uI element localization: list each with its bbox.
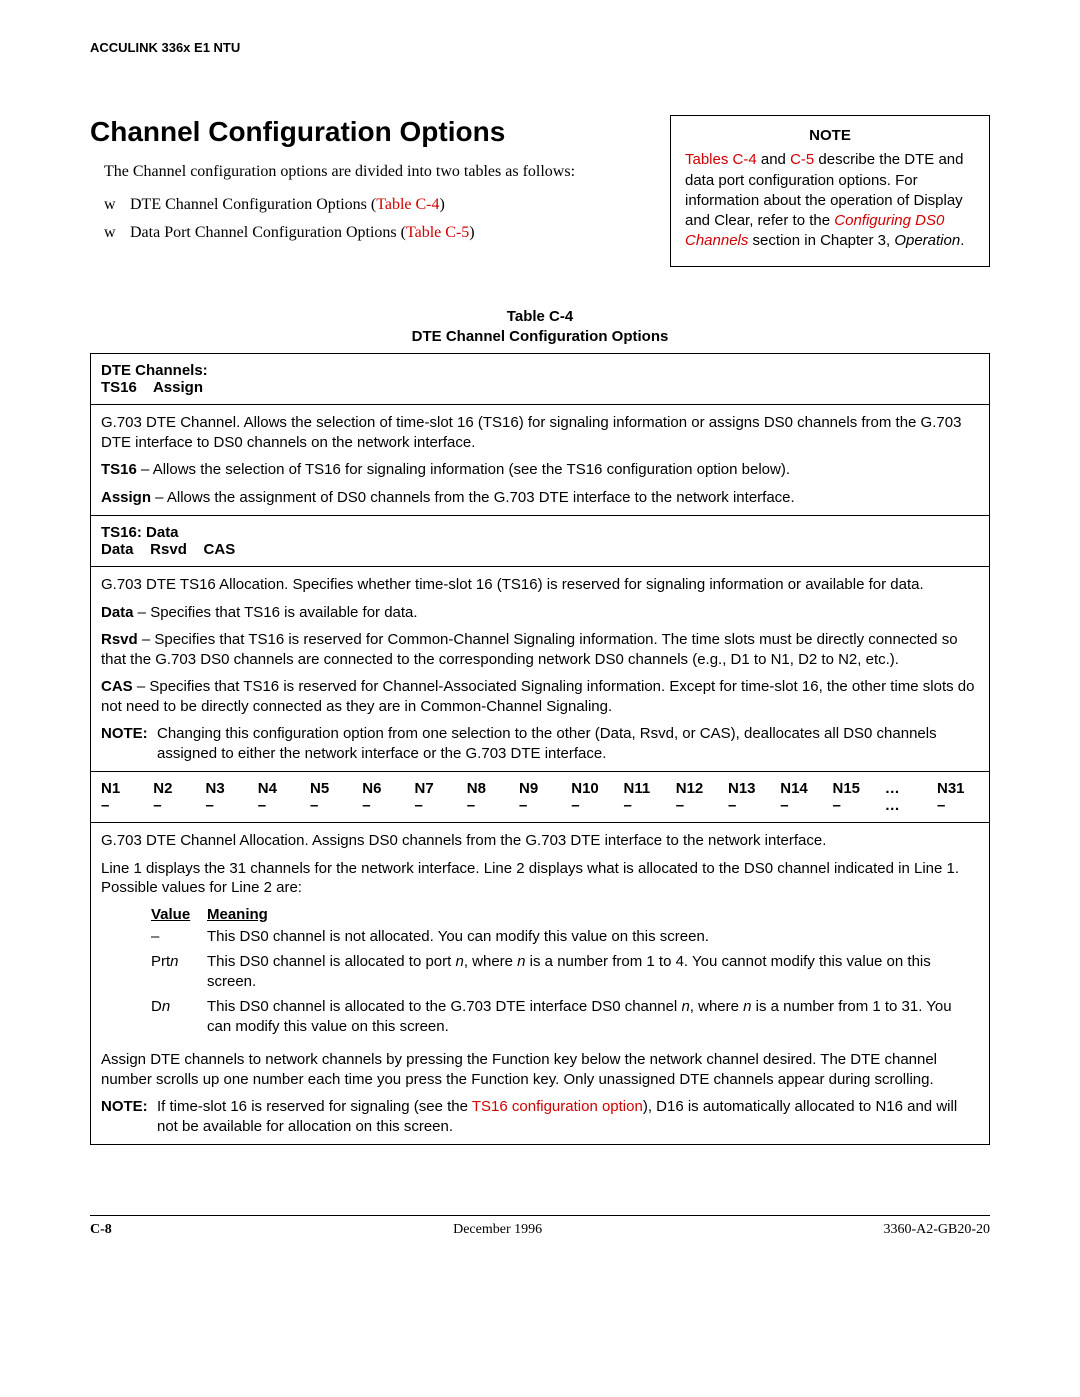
option-link[interactable]: TS16 configuration option [472, 1098, 643, 1115]
channel-label: N4 [258, 780, 300, 797]
channel-label: N6 [362, 780, 404, 797]
option-body: G.703 DTE Channel. Allows the selection … [91, 405, 989, 516]
bullet-list: w DTE Channel Configuration Options (Tab… [104, 196, 650, 242]
para: CAS – Specifies that TS16 is reserved fo… [101, 677, 979, 716]
option-header: DTE Channels: TS16 Assign [91, 354, 989, 405]
channel-dash: … [885, 797, 927, 814]
config-table: DTE Channels: TS16 Assign G.703 DTE Chan… [90, 353, 990, 1145]
channel-dash: – [571, 797, 613, 814]
note-text: section in Chapter 3, [748, 232, 894, 249]
channel-label: N14 [780, 780, 822, 797]
para: Assign – Allows the assignment of DS0 ch… [101, 488, 979, 508]
para: Assign DTE channels to network channels … [101, 1050, 979, 1089]
value-row: Prtn This DS0 channel is allocated to po… [151, 952, 979, 997]
option-header: TS16: Data Data Rsvd CAS [91, 516, 989, 567]
para: G.703 DTE TS16 Allocation. Specifies whe… [101, 575, 979, 595]
channel-dash: – [519, 797, 561, 814]
note-link[interactable]: Tables C-4 [685, 151, 757, 168]
channel-header-row: N1 N2 N3 N4 N5 N6 N7 N8 N9 N10 N11 N12 N13 N14 N15 … N31 [91, 772, 989, 797]
para: Rsvd – Specifies that TS16 is reserved f… [101, 630, 979, 669]
bullet-text: DTE Channel Configuration Options ( [130, 196, 376, 213]
bullet-item: w Data Port Channel Configuration Option… [104, 224, 650, 242]
note-text: . [960, 232, 964, 249]
option-body: G.703 DTE TS16 Allocation. Specifies whe… [91, 567, 989, 772]
channel-dash: – [206, 797, 248, 814]
bullet-text: Data Port Channel Configuration Options … [130, 224, 406, 241]
note-body: Tables C-4 and C-5 describe the DTE and … [685, 150, 975, 251]
para: Line 1 displays the 31 channels for the … [101, 859, 979, 898]
channel-dash: – [258, 797, 300, 814]
note-line: NOTE: Changing this configuration option… [101, 724, 979, 763]
channel-label: N2 [153, 780, 195, 797]
channel-dash: – [310, 797, 352, 814]
channel-dash: – [728, 797, 770, 814]
bullet-marker-icon: w [104, 224, 130, 242]
channel-label: … [885, 780, 927, 797]
footer-doc-number: 3360-A2-GB20-20 [883, 1222, 990, 1238]
channel-label: N1 [101, 780, 143, 797]
channel-dash: – [780, 797, 822, 814]
right-column: NOTE Tables C-4 and C-5 describe the DTE… [670, 115, 990, 267]
para: Data – Specifies that TS16 is available … [101, 603, 979, 623]
note-text: and [757, 151, 790, 168]
value-table: Value Meaning – This DS0 channel is not … [151, 906, 979, 1043]
channel-label: N3 [206, 780, 248, 797]
bullet-item: w DTE Channel Configuration Options (Tab… [104, 196, 650, 214]
channel-dash: – [415, 797, 457, 814]
para: TS16 – Allows the selection of TS16 for … [101, 460, 979, 480]
note-box: NOTE Tables C-4 and C-5 describe the DTE… [670, 115, 990, 267]
channel-label: N31 [937, 780, 979, 797]
channel-label: N10 [571, 780, 613, 797]
channel-dash: – [624, 797, 666, 814]
page-footer: C-8 December 1996 3360-A2-GB20-20 [90, 1215, 990, 1238]
page-number: C-8 [90, 1222, 112, 1238]
bullet-after: ) [440, 196, 445, 213]
channel-dash: – [467, 797, 509, 814]
channel-dash: – [362, 797, 404, 814]
channel-label: N12 [676, 780, 718, 797]
option-body: G.703 DTE Channel Allocation. Assigns DS… [91, 823, 989, 1144]
section-title: Channel Configuration Options [90, 115, 650, 149]
channel-dash: – [153, 797, 195, 814]
value-table-header: Value Meaning [151, 906, 979, 927]
channel-dash: – [101, 797, 143, 814]
note-line: NOTE: If time-slot 16 is reserved for si… [101, 1097, 979, 1136]
left-column: Channel Configuration Options The Channe… [90, 115, 650, 267]
value-row: Dn This DS0 channel is allocated to the … [151, 997, 979, 1042]
bullet-marker-icon: w [104, 196, 130, 214]
running-header: ACCULINK 336x E1 NTU [90, 40, 990, 55]
note-italic: Operation [894, 232, 960, 249]
table-link[interactable]: Table C-5 [406, 224, 469, 241]
channel-label: N13 [728, 780, 770, 797]
note-link[interactable]: C-5 [790, 151, 814, 168]
channel-label: N5 [310, 780, 352, 797]
channel-label: N9 [519, 780, 561, 797]
table-caption: Table C-4 DTE Channel Configuration Opti… [90, 307, 990, 348]
channel-label: N7 [415, 780, 457, 797]
intro-text: The Channel configuration options are di… [90, 161, 650, 183]
para: G.703 DTE Channel. Allows the selection … [101, 413, 979, 452]
value-row: – This DS0 channel is not allocated. You… [151, 927, 979, 953]
channel-dash: – [833, 797, 875, 814]
para: G.703 DTE Channel Allocation. Assigns DS… [101, 831, 979, 851]
channel-label: N11 [624, 780, 666, 797]
bullet-after: ) [469, 224, 474, 241]
channel-dash: – [937, 797, 979, 814]
channel-dash-row: –––––––––––––––…– [91, 797, 989, 823]
channel-label: N8 [467, 780, 509, 797]
footer-date: December 1996 [453, 1222, 542, 1238]
channel-label: N15 [833, 780, 875, 797]
channel-dash: – [676, 797, 718, 814]
note-title: NOTE [685, 126, 975, 146]
table-link[interactable]: Table C-4 [376, 196, 439, 213]
